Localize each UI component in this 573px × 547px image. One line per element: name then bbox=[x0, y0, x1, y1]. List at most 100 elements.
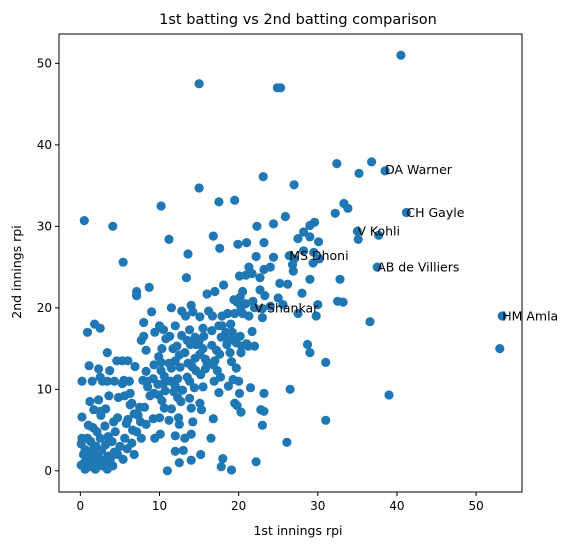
data-point bbox=[195, 312, 204, 321]
data-point bbox=[332, 159, 341, 168]
data-point bbox=[210, 377, 219, 386]
data-point bbox=[77, 377, 86, 386]
data-point bbox=[248, 327, 257, 336]
data-point bbox=[219, 280, 228, 289]
data-point bbox=[182, 273, 191, 282]
data-point bbox=[305, 232, 314, 241]
data-point bbox=[81, 465, 90, 474]
data-point bbox=[123, 356, 132, 365]
data-point bbox=[252, 457, 261, 466]
data-point bbox=[196, 370, 205, 379]
data-point bbox=[305, 275, 314, 284]
data-point bbox=[286, 385, 295, 394]
data-point bbox=[198, 382, 207, 391]
data-point bbox=[164, 235, 173, 244]
data-point bbox=[227, 465, 236, 474]
data-point bbox=[259, 389, 268, 398]
data-point bbox=[163, 466, 172, 475]
data-point bbox=[132, 291, 141, 300]
data-point bbox=[195, 183, 204, 192]
x-tick-label: 40 bbox=[389, 499, 404, 513]
data-point bbox=[155, 413, 164, 422]
data-point bbox=[175, 420, 184, 429]
data-point bbox=[258, 421, 267, 430]
y-tick-label: 50 bbox=[37, 57, 52, 71]
data-point bbox=[202, 289, 211, 298]
data-point bbox=[185, 394, 194, 403]
data-point bbox=[259, 238, 268, 247]
data-point bbox=[139, 318, 148, 327]
data-point bbox=[214, 388, 223, 397]
data-point bbox=[80, 216, 89, 225]
data-point bbox=[335, 275, 344, 284]
data-point bbox=[235, 271, 244, 280]
data-point bbox=[157, 201, 166, 210]
data-point bbox=[187, 404, 196, 413]
annotation-label: AB de Villiers bbox=[377, 260, 459, 275]
data-point bbox=[145, 391, 154, 400]
annotation-label: V Kohli bbox=[357, 224, 400, 239]
x-axis-label: 1st innings rpi bbox=[253, 523, 342, 538]
data-point bbox=[180, 434, 189, 443]
data-point bbox=[175, 458, 184, 467]
data-point bbox=[142, 346, 151, 355]
data-point bbox=[217, 462, 226, 471]
chart-title: 1st batting vs 2nd batting comparison bbox=[159, 12, 437, 28]
data-point bbox=[83, 328, 92, 337]
data-point bbox=[289, 267, 298, 276]
data-point bbox=[167, 364, 176, 373]
data-point bbox=[210, 287, 219, 296]
data-point bbox=[269, 219, 278, 228]
y-tick-label: 10 bbox=[37, 383, 52, 397]
data-point bbox=[282, 438, 291, 447]
data-point bbox=[167, 303, 176, 312]
data-point bbox=[105, 366, 114, 375]
data-point bbox=[190, 383, 199, 392]
data-point bbox=[321, 358, 330, 367]
data-point bbox=[230, 309, 239, 318]
data-point bbox=[183, 249, 192, 258]
data-point bbox=[303, 340, 312, 349]
data-point bbox=[123, 444, 132, 453]
data-point bbox=[91, 465, 100, 474]
data-point bbox=[125, 377, 134, 386]
data-point bbox=[232, 364, 241, 373]
data-point bbox=[149, 360, 158, 369]
x-tick-label: 50 bbox=[468, 499, 483, 513]
data-point bbox=[103, 377, 112, 386]
y-tick-label: 40 bbox=[37, 138, 52, 152]
y-tick-label: 30 bbox=[37, 220, 52, 234]
data-point bbox=[161, 334, 170, 343]
data-point bbox=[85, 361, 94, 370]
data-point bbox=[119, 455, 128, 464]
data-point bbox=[250, 342, 259, 351]
data-point bbox=[209, 232, 218, 241]
data-point bbox=[186, 340, 195, 349]
x-axis-ticks: 0 10 20 30 40 50 bbox=[77, 492, 484, 513]
data-point bbox=[259, 172, 268, 181]
data-point bbox=[150, 434, 159, 443]
data-point bbox=[88, 377, 97, 386]
annotation-label: MS Dhoni bbox=[289, 248, 348, 263]
annotation-label: V Shankar bbox=[255, 300, 320, 315]
data-point bbox=[275, 279, 284, 288]
data-point bbox=[215, 244, 224, 253]
data-point bbox=[384, 390, 393, 399]
data-point bbox=[218, 454, 227, 463]
data-point bbox=[171, 431, 180, 440]
data-point bbox=[188, 417, 197, 426]
data-point bbox=[185, 325, 194, 334]
data-point bbox=[137, 434, 146, 443]
data-point bbox=[103, 465, 112, 474]
data-point bbox=[176, 397, 185, 406]
data-point bbox=[226, 320, 235, 329]
data-point bbox=[187, 456, 196, 465]
data-point bbox=[109, 417, 118, 426]
data-point bbox=[119, 258, 128, 267]
data-point bbox=[145, 283, 154, 292]
x-tick-label: 0 bbox=[77, 499, 85, 513]
data-point bbox=[305, 348, 314, 357]
data-point bbox=[130, 362, 139, 371]
data-point bbox=[230, 196, 239, 205]
data-point bbox=[339, 298, 348, 307]
